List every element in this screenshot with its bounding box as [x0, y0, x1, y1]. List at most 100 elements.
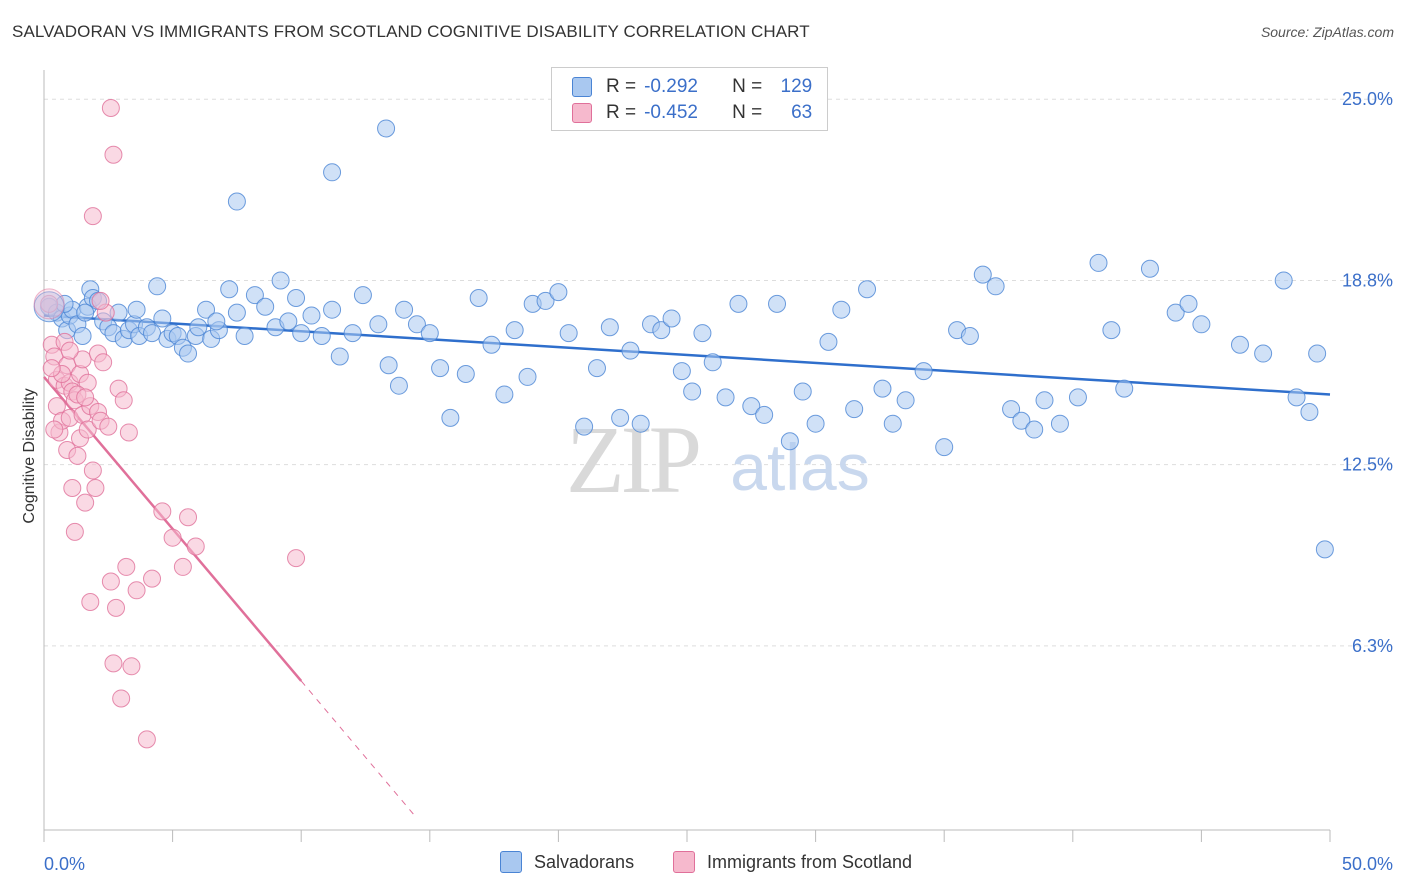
point-scotland [137, 730, 156, 749]
point-salvadoran [235, 327, 254, 345]
legend-item-scotland[interactable]: Immigrants from Scotland [673, 851, 912, 873]
point-salvadoran [883, 414, 902, 433]
point-salvadoran [1166, 303, 1185, 322]
point-salvadoran [505, 321, 524, 340]
point-salvadoran [742, 397, 761, 416]
r-value: -0.452 [644, 102, 698, 123]
point-salvadoran [806, 414, 825, 433]
point-salvadoran [330, 347, 349, 366]
point-salvadoran [1002, 400, 1021, 419]
point-scotland [65, 522, 84, 541]
point-salvadoran [256, 297, 275, 316]
point-salvadoran [343, 324, 362, 343]
point-salvadoran [1274, 271, 1293, 290]
point-salvadoran [353, 286, 372, 305]
tick-labels: 6.3% 12.5% 18.8% 25.0% 0.0% 50.0% [44, 89, 1393, 874]
legend-swatch-salvadorans [500, 851, 522, 873]
point-salvadoran [518, 367, 537, 386]
point-scotland [73, 350, 92, 369]
point-salvadoran [227, 192, 246, 211]
point-salvadoran [652, 321, 671, 340]
point-scotland [99, 417, 118, 436]
point-scotland [101, 572, 120, 591]
point-salvadoran [441, 408, 460, 427]
legend-swatch-pink [572, 103, 592, 123]
point-salvadoran [621, 341, 640, 360]
point-salvadoran [1102, 321, 1121, 340]
point-scotland [81, 593, 100, 611]
point-salvadoran [1254, 344, 1273, 363]
point-salvadoran [73, 327, 92, 345]
point-scotland [78, 420, 97, 439]
point-salvadoran [153, 309, 172, 328]
point-salvadoran [143, 324, 162, 343]
point-salvadoran [845, 400, 864, 419]
point-scotland [68, 446, 87, 465]
legend-item-salvadorans[interactable]: Salvadorans [500, 851, 634, 873]
point-salvadoran [1035, 391, 1054, 410]
point-salvadoran [1140, 259, 1159, 278]
point-salvadoran [1089, 253, 1108, 272]
point-salvadoran [1192, 315, 1211, 334]
point-salvadoran [559, 324, 578, 343]
point-salvadoran [395, 300, 414, 319]
point-scotland [122, 657, 141, 676]
point-salvadoran [207, 312, 226, 331]
grid-layer [44, 98, 1392, 647]
point-scotland [86, 479, 105, 497]
point-salvadoran [1315, 540, 1334, 559]
point-salvadoran [973, 265, 992, 284]
stats-legend: R = -0.292 N = 129 R = -0.452 N = 63 [551, 67, 828, 131]
point-scotland [114, 391, 133, 410]
point-scotland [107, 598, 126, 617]
trend-line-salvadorans [43, 314, 1331, 396]
point-salvadoran [1025, 420, 1044, 439]
point-scotland [186, 537, 205, 556]
point-salvadoran [600, 318, 619, 337]
point-salvadoran [377, 119, 396, 138]
point-scotland [163, 528, 182, 547]
point-scotland-cluster [33, 288, 65, 320]
point-salvadoran [873, 379, 892, 398]
point-salvadoran [189, 318, 208, 337]
point-scotland [119, 423, 138, 442]
point-salvadoran [819, 332, 838, 351]
point-salvadoran [379, 356, 398, 375]
point-salvadoran [587, 359, 606, 378]
point-salvadoran [407, 315, 426, 334]
y-tick-label: 6.3% [1352, 636, 1393, 656]
point-salvadoran [536, 291, 555, 310]
point-salvadoran [683, 382, 702, 401]
point-salvadoran [1068, 388, 1087, 407]
point-scotland [60, 341, 79, 360]
point-scotland [104, 654, 123, 673]
x-tick-label: 50.0% [1342, 854, 1393, 874]
point-salvadoran [631, 414, 650, 433]
point-scotland [179, 508, 198, 527]
point-scotland [42, 359, 61, 378]
point-salvadoran [482, 335, 501, 354]
point-salvadoran [456, 365, 475, 383]
point-salvadoran [220, 280, 239, 299]
point-scotland [76, 493, 95, 512]
n-label: N = [732, 76, 763, 97]
stats-row-scotland: R = -0.452 N = 63 [572, 101, 812, 125]
point-salvadoran [935, 438, 954, 457]
point-salvadoran [1230, 335, 1249, 354]
point-salvadoran [1012, 411, 1031, 430]
point-salvadoran [76, 303, 95, 322]
r-label: R = [606, 76, 637, 97]
point-salvadoran [858, 280, 877, 299]
watermark-atlas: atlas [730, 430, 869, 504]
point-salvadoran [575, 417, 594, 436]
point-salvadoran [179, 344, 198, 363]
point-salvadoran [420, 324, 439, 343]
point-scotland [104, 145, 123, 164]
point-scotland [63, 479, 82, 497]
point-salvadoran [271, 271, 290, 290]
point-scotland [112, 689, 131, 708]
point-salvadoran [495, 385, 514, 404]
point-salvadoran [431, 359, 450, 378]
point-salvadoran [469, 289, 488, 307]
point-salvadoran [793, 382, 812, 401]
